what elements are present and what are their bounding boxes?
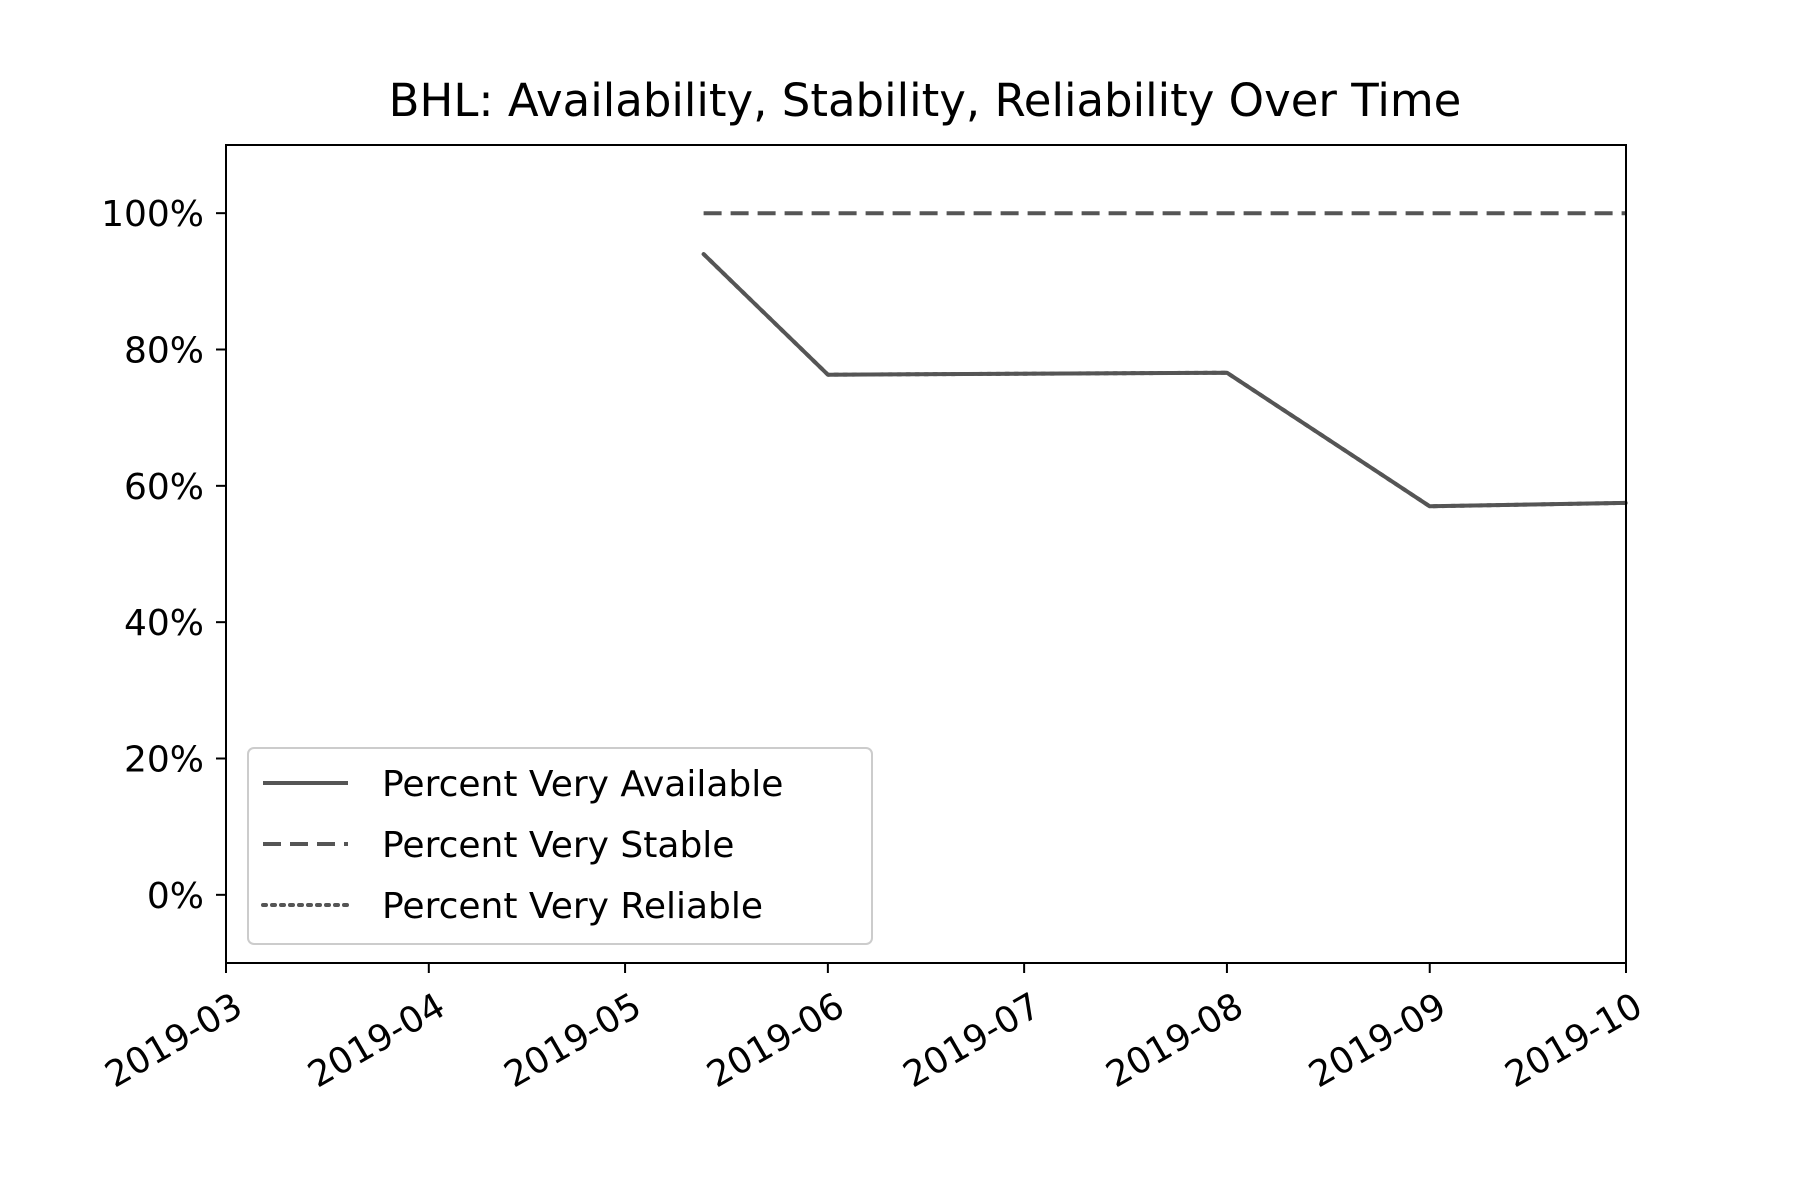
y-tick-label: 80% — [124, 331, 204, 372]
y-tick-label: 60% — [124, 467, 204, 508]
legend: Percent Very Available Percent Very Stabl… — [247, 747, 873, 945]
legend-label: Percent Very Reliable — [382, 886, 763, 927]
legend-label: Percent Very Available — [382, 764, 783, 805]
y-tick-label: 20% — [124, 740, 204, 781]
y-tick-label: 0% — [147, 876, 204, 917]
plot-lines — [701, 211, 1628, 509]
chart-title: BHL: Availability, Stability, Reliabilit… — [389, 74, 1462, 127]
series-line-2 — [701, 252, 1628, 509]
legend-box — [247, 747, 873, 945]
y-tick-label: 40% — [124, 603, 204, 644]
y-tick-label: 100% — [101, 194, 204, 235]
plot-frame — [225, 144, 1627, 964]
y-axis: 0% 20% 40% 60% 80% 100% — [101, 194, 226, 917]
legend-label: Percent Very Stable — [382, 825, 734, 866]
